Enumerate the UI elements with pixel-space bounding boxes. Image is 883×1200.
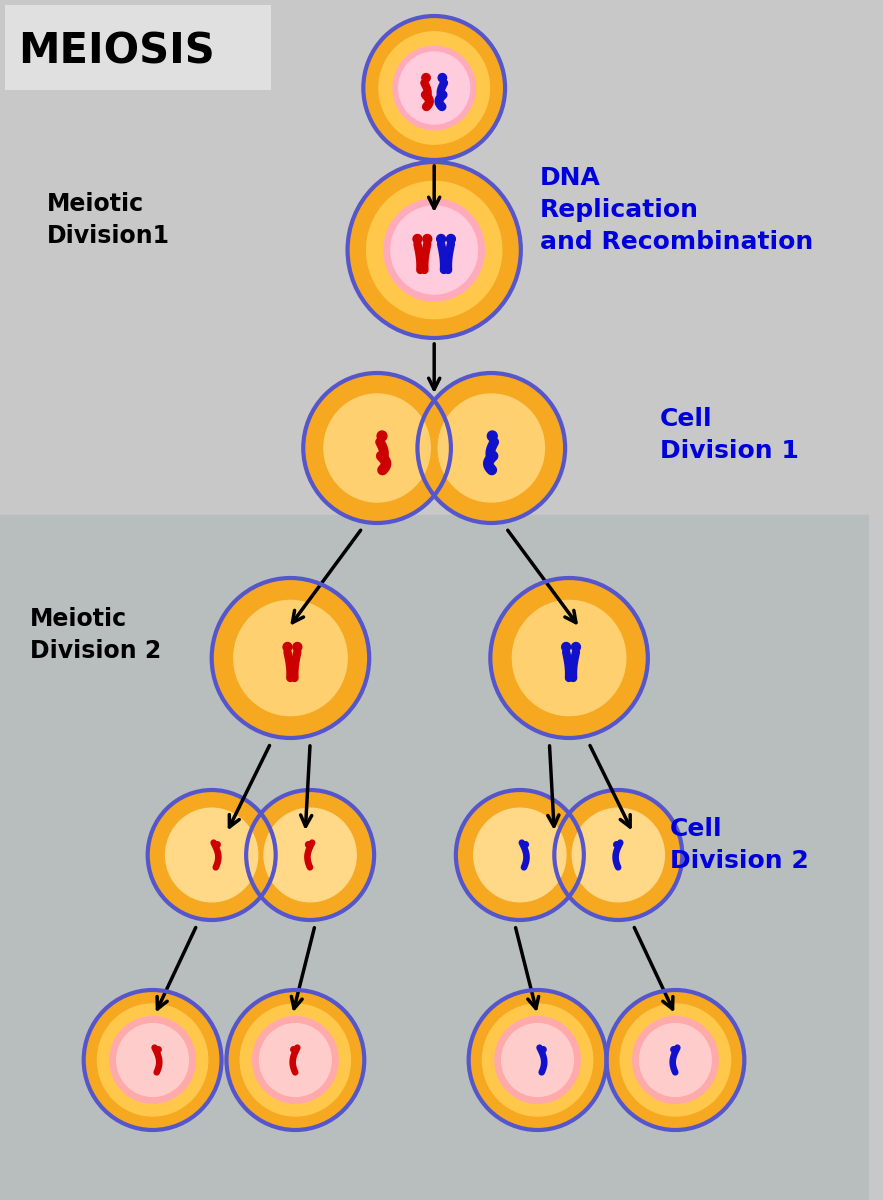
Circle shape [240,1004,351,1116]
Circle shape [422,73,430,82]
Circle shape [166,809,258,902]
Circle shape [109,1016,195,1104]
Bar [5,5,271,90]
Circle shape [147,790,275,920]
Circle shape [303,373,451,523]
Circle shape [264,809,356,902]
Circle shape [366,181,502,319]
Circle shape [620,1004,730,1116]
Circle shape [494,1016,580,1104]
Circle shape [306,841,311,847]
Circle shape [391,206,478,294]
Circle shape [97,1004,208,1116]
Circle shape [291,1046,297,1052]
Circle shape [226,990,365,1130]
Circle shape [671,1046,676,1052]
Circle shape [474,809,566,902]
Circle shape [348,162,521,338]
Circle shape [384,199,485,301]
Bar [0,515,870,1200]
Circle shape [572,809,664,902]
Circle shape [377,431,387,440]
Circle shape [562,642,570,652]
Circle shape [418,373,565,523]
Circle shape [324,394,430,502]
Circle shape [253,1016,338,1104]
Circle shape [413,234,422,244]
Circle shape [363,16,505,160]
Circle shape [512,600,626,715]
Circle shape [633,1016,718,1104]
Circle shape [607,990,744,1130]
Circle shape [487,431,497,440]
Circle shape [379,32,489,144]
Bar [0,0,870,515]
Circle shape [437,234,446,244]
Circle shape [423,234,432,244]
Text: Meiotic
Division1: Meiotic Division1 [48,192,170,247]
Circle shape [155,1046,161,1052]
Circle shape [571,642,580,652]
Circle shape [482,1004,592,1116]
Circle shape [438,394,545,502]
Text: Meiotic
Division 2: Meiotic Division 2 [29,607,161,662]
Circle shape [212,578,369,738]
Circle shape [393,47,475,130]
Text: Cell
Division 1: Cell Division 1 [660,407,798,463]
Circle shape [540,1046,546,1052]
Circle shape [614,841,619,847]
Circle shape [523,841,528,847]
Circle shape [283,642,292,652]
Circle shape [456,790,584,920]
Circle shape [234,600,347,715]
Circle shape [117,1024,188,1097]
Circle shape [246,790,374,920]
Text: DNA
Replication
and Recombination: DNA Replication and Recombination [540,167,812,253]
Circle shape [490,578,648,738]
Circle shape [438,73,447,82]
Circle shape [502,1024,573,1097]
Circle shape [293,642,302,652]
Circle shape [84,990,222,1130]
Circle shape [399,52,470,124]
Circle shape [447,234,456,244]
Circle shape [215,841,220,847]
Text: Cell
Division 2: Cell Division 2 [669,817,808,872]
Circle shape [555,790,683,920]
Text: MEIOSIS: MEIOSIS [18,31,215,73]
Circle shape [639,1024,711,1097]
Circle shape [469,990,607,1130]
Circle shape [260,1024,331,1097]
